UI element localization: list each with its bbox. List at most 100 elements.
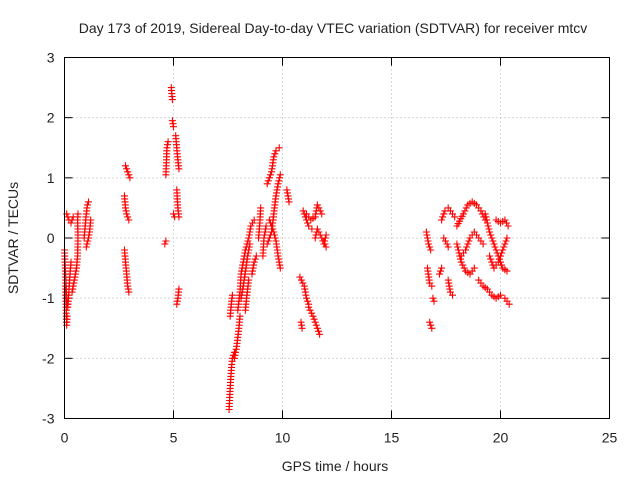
data-point	[283, 189, 291, 197]
data-point	[275, 177, 283, 185]
data-point	[82, 243, 90, 251]
data-point	[309, 312, 317, 320]
x-tick-label: 10	[275, 430, 291, 446]
data-point	[487, 231, 495, 239]
data-point	[126, 174, 134, 182]
data-point	[455, 249, 463, 257]
data-point	[304, 297, 312, 305]
data-point	[311, 318, 319, 326]
data-point	[315, 204, 323, 212]
data-point	[250, 258, 258, 266]
data-point	[257, 204, 265, 212]
data-point	[168, 96, 176, 104]
data-point	[85, 198, 92, 206]
data-point	[481, 210, 489, 218]
data-point	[502, 237, 510, 245]
data-point	[430, 297, 438, 305]
data-point	[463, 243, 471, 251]
data-point	[273, 186, 281, 194]
data-point	[67, 219, 75, 227]
data-point	[249, 267, 256, 275]
data-point	[461, 207, 469, 215]
data-point	[265, 174, 273, 182]
data-point	[83, 240, 91, 248]
data-point	[168, 117, 176, 125]
data-point	[483, 216, 491, 224]
data-point	[310, 315, 318, 323]
data-point	[499, 246, 507, 254]
data-point	[321, 240, 329, 248]
data-point	[124, 168, 132, 176]
data-point	[311, 234, 319, 242]
y-tick-label: 2	[47, 110, 55, 126]
data-point	[245, 234, 253, 242]
data-point	[268, 222, 276, 230]
data-point	[312, 321, 320, 329]
data-point	[123, 165, 131, 173]
data-point	[427, 246, 435, 254]
data-point	[298, 324, 306, 332]
data-point	[444, 243, 452, 251]
data-point	[427, 321, 435, 329]
data-point	[457, 255, 464, 263]
data-point	[264, 237, 272, 245]
x-tick-label: 25	[602, 430, 618, 446]
data-point	[316, 207, 324, 215]
data-point	[503, 234, 511, 242]
data-point	[246, 225, 254, 233]
data-point	[122, 162, 129, 170]
data-point	[443, 240, 451, 248]
x-axis-label: GPS time / hours	[282, 458, 389, 474]
data-point	[72, 267, 80, 275]
data-point	[242, 243, 250, 251]
data-point	[236, 312, 244, 320]
data-point	[124, 282, 132, 290]
data-point	[67, 258, 75, 266]
data-point	[162, 237, 170, 245]
data-point	[264, 177, 272, 185]
data-point	[320, 237, 328, 245]
chart-title: Day 173 of 2019, Sidereal Day-to-day VTE…	[79, 20, 588, 36]
data-point	[125, 171, 133, 179]
data-point	[85, 231, 93, 239]
data-point	[125, 216, 133, 224]
data-point	[274, 252, 282, 260]
data-point	[304, 219, 312, 227]
data-point	[462, 246, 470, 254]
data-point	[301, 285, 309, 293]
data-point	[470, 264, 478, 272]
data-point	[457, 258, 465, 266]
data-marks	[61, 84, 513, 413]
data-point	[460, 264, 468, 272]
data-point	[439, 213, 447, 221]
data-point	[275, 258, 283, 266]
x-tick-label: 5	[170, 430, 178, 446]
data-point	[267, 219, 274, 227]
data-point	[482, 213, 490, 221]
data-point	[426, 318, 434, 326]
data-point	[245, 276, 253, 284]
data-point	[124, 213, 132, 221]
data-point	[302, 291, 310, 299]
data-point	[490, 240, 498, 248]
x-tick-label: 15	[384, 430, 400, 446]
data-point	[436, 270, 443, 278]
data-point	[454, 243, 462, 251]
data-point	[83, 201, 91, 209]
data-point	[313, 225, 321, 233]
data-point	[285, 198, 293, 206]
data-point	[297, 318, 305, 326]
data-point	[84, 237, 92, 245]
data-point	[122, 204, 129, 212]
plot-frame	[64, 57, 610, 419]
data-point	[428, 324, 436, 332]
data-point	[275, 144, 283, 152]
data-point	[306, 306, 314, 314]
data-point	[484, 222, 492, 230]
data-point	[265, 216, 273, 224]
data-point	[501, 240, 509, 248]
data-point	[495, 255, 503, 263]
data-point	[503, 219, 510, 227]
data-point	[486, 252, 494, 260]
